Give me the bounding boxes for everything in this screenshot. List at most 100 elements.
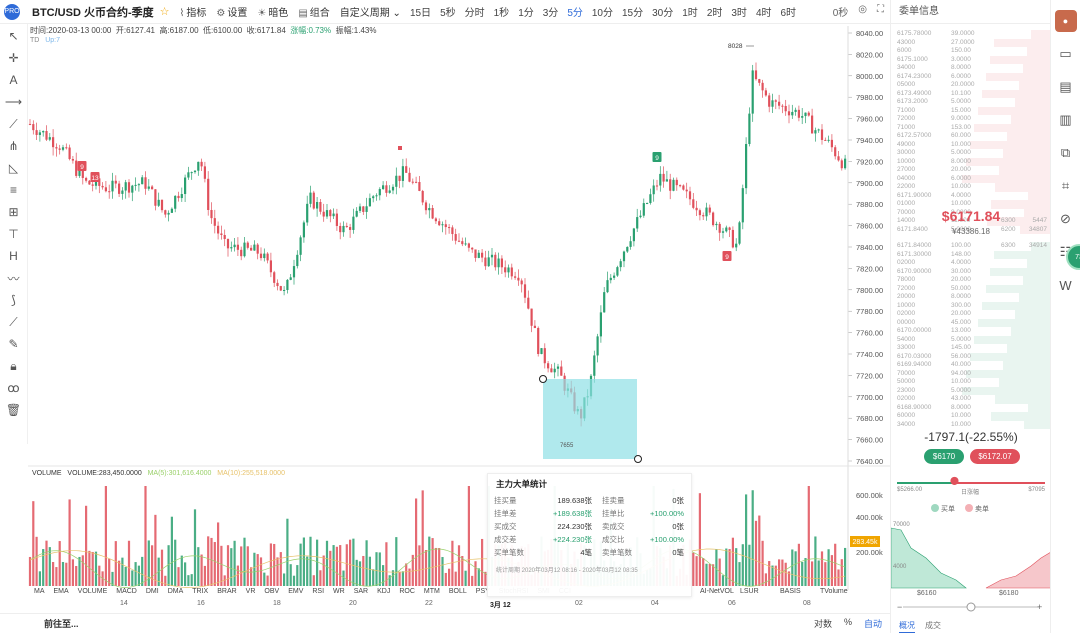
order-book-row[interactable]: 02000 20.000 [891, 310, 1051, 319]
fullscreen-icon[interactable]: ⛶ [877, 4, 884, 15]
order-book-row[interactable]: 6175.1000 3.0000 [891, 55, 1051, 64]
order-book-row[interactable]: 6173.49000 10.100 [891, 89, 1051, 98]
sell-price-button[interactable]: $6172.07 [970, 449, 1020, 464]
measure-icon[interactable]: ⊤ [8, 227, 19, 241]
order-book-row[interactable]: 02000 4.0000 [891, 259, 1051, 268]
indicator-tab-16[interactable]: MTM [423, 588, 440, 595]
interval-14[interactable]: 6时 [780, 8, 797, 19]
indicator-tab-24[interactable]: BASIS [780, 588, 801, 595]
indicator-tab-15[interactable]: ROC [399, 588, 415, 595]
document-icon[interactable]: ▭ [1059, 46, 1072, 61]
bar-chart-icon[interactable]: ▥ [1059, 112, 1072, 127]
float-bubble[interactable]: 73 [1066, 244, 1080, 270]
order-book-row[interactable]: 6174.23000 6.0000 [891, 72, 1051, 81]
eye-icon[interactable]: ꝏ [7, 381, 20, 395]
order-book-row[interactable]: 71000 153.00 [891, 123, 1051, 132]
interval-8[interactable]: 15分 [622, 8, 644, 19]
order-book-row[interactable]: 43000 27.0000 [891, 38, 1051, 47]
order-book-row[interactable]: 6171.30000 148.00 [891, 250, 1051, 259]
depth-chart[interactable]: 70000 4000 [891, 518, 1051, 590]
indicator-tab-9[interactable]: OBV [264, 588, 280, 595]
selection-handle-top[interactable] [539, 375, 547, 383]
order-book-row[interactable]: 02000 43.000 [891, 395, 1051, 404]
trash-icon[interactable]: 🗑︎ [5, 403, 22, 417]
favorite-star-icon[interactable]: ☆ [159, 6, 170, 18]
crosshair-icon[interactable]: ✛ [8, 51, 19, 65]
order-book-row[interactable]: 6175.78000 39.0000 [891, 30, 1051, 39]
order-book-row[interactable]: 04000 6.0000 [891, 174, 1051, 183]
parallel-lines-icon[interactable]: ≡ [9, 183, 17, 197]
indicator-tab-5[interactable]: DMA [167, 588, 184, 595]
word-icon[interactable]: W [1059, 277, 1072, 293]
cursor-icon[interactable]: ↖ [8, 29, 19, 43]
indicator-tab-10[interactable]: EMV [288, 588, 304, 595]
order-book-row[interactable]: 6170.03000 56.000 [891, 352, 1051, 361]
indicator-tab-4[interactable]: DMI [145, 588, 159, 595]
order-book-row[interactable]: 00000 45.000 [891, 318, 1051, 327]
lock-icon[interactable]: 🔒︎ [10, 358, 17, 373]
order-book-row[interactable]: 71000 15.000 [891, 106, 1051, 115]
order-book-row[interactable]: 6168.90000 8.0000 [891, 403, 1051, 412]
percent-scale-toggle[interactable]: % [843, 617, 852, 627]
settings-button[interactable]: ⚙ 设置 [216, 8, 248, 19]
range-icon[interactable]: H [9, 249, 18, 263]
order-book-row[interactable]: 22000 10.000 [891, 183, 1051, 192]
interval-10[interactable]: 1时 [682, 8, 698, 19]
indicator-tab-3[interactable]: MACD [116, 588, 137, 595]
custom-period-button[interactable]: 自定义周期 ⌄ [339, 8, 401, 19]
wave-icon[interactable]: 〰 [7, 271, 20, 286]
indicator-tab-2[interactable]: VOLUME [77, 588, 108, 595]
camera-icon[interactable]: ◎ [858, 4, 867, 15]
order-book-row[interactable]: 05000 20.0000 [891, 81, 1051, 90]
tab-overview[interactable]: 概况 [899, 620, 915, 633]
interval-5[interactable]: 3分 [542, 8, 559, 19]
td-marker[interactable] [652, 152, 662, 162]
indicator-tab-23[interactable]: LSUR [740, 588, 759, 595]
order-book-row[interactable]: 78000 20.000 [891, 276, 1051, 285]
indicator-tab-22[interactable]: AI-NetVOL [700, 588, 734, 595]
indicator-tab-6[interactable]: TRIX [192, 588, 209, 595]
order-book-row[interactable]: 50000 10.000 [891, 378, 1051, 387]
kline-chart[interactable]: 8040.00 8020.00 8000.00 7980.00 7960.00 7940.… [0, 0, 890, 633]
order-book-row[interactable]: 6170.00000 13.000 [891, 327, 1051, 336]
symbol-title[interactable]: BTC/USD 火币合约-季度 [32, 6, 154, 19]
selection-box[interactable] [543, 379, 637, 459]
order-book-row[interactable]: 49000 10.000 [891, 140, 1051, 149]
order-book-row[interactable]: 6172.57000 60.000 [891, 132, 1051, 141]
order-book-row[interactable]: 10000 8.0000 [891, 157, 1051, 166]
depth-zoom-slider[interactable]: − + [897, 602, 1045, 612]
indicators-button[interactable]: ⌇ 指标 [179, 8, 207, 19]
brush-icon[interactable]: ✎ [8, 337, 19, 351]
indicator-tab-0[interactable]: MA [34, 588, 45, 595]
order-book-row[interactable]: 34000 10.000 [891, 420, 1051, 429]
interval-0[interactable]: 15日 [409, 8, 432, 19]
td-marker[interactable] [722, 251, 732, 261]
ruler-icon[interactable]: ⟋ [9, 314, 18, 329]
triangle-icon[interactable]: ◺ [8, 161, 19, 175]
interval-6[interactable]: 5分 [567, 8, 583, 19]
interval-13[interactable]: 4时 [755, 8, 772, 19]
share-icon[interactable]: ⧉ [1060, 145, 1071, 160]
avatar[interactable]: ● [1054, 10, 1077, 32]
indicator-tab-13[interactable]: SAR [353, 588, 369, 595]
order-book-row[interactable]: 54000 5.0000 [891, 335, 1051, 344]
order-book-row[interactable]: 6171.84000 100.00 6300 34914 [891, 242, 1051, 251]
compass-icon[interactable]: ⊘ [1060, 211, 1071, 226]
order-book-row[interactable]: 72000 50.000 [891, 284, 1051, 293]
indicator-tab-8[interactable]: VR [245, 588, 256, 595]
order-book-row[interactable]: 6000 150.00 [891, 47, 1051, 56]
text-tool-icon[interactable]: A [9, 73, 18, 87]
pitchfork-icon[interactable]: ⋔ [8, 139, 19, 153]
order-book-row[interactable]: 6170.90000 30.000 [891, 267, 1051, 276]
indicator-tab-1[interactable]: EMA [53, 588, 69, 595]
order-book-row[interactable]: 10000 300.00 [891, 301, 1051, 310]
interval-9[interactable]: 30分 [652, 8, 674, 19]
tab-trades[interactable]: 成交 [925, 621, 941, 630]
indicator-tab-18[interactable]: PSY [475, 588, 490, 595]
order-book-row[interactable]: 6173.2000 5.0000 [891, 98, 1051, 107]
indicator-tab-14[interactable]: KDJ [377, 588, 391, 595]
order-book-row[interactable]: 70000 94.000 [891, 369, 1051, 378]
order-book-row[interactable]: 60000 10.000 [891, 412, 1051, 421]
interval-12[interactable]: 3时 [731, 8, 747, 19]
grid-icon[interactable]: ⊞ [8, 205, 19, 219]
